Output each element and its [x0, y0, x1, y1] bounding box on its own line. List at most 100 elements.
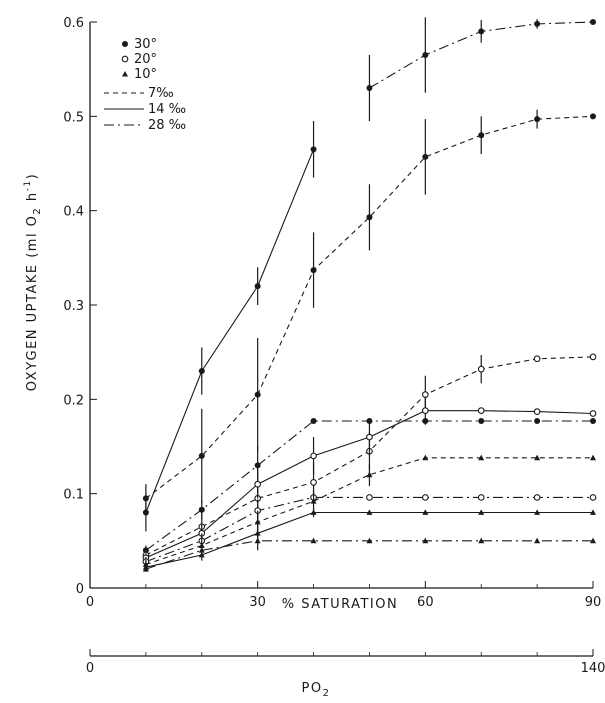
plot-area: 0 0.1 0.2 0.3 0.4 0.5 0.6 0 30 60 90 [63, 16, 601, 610]
data-point [254, 537, 261, 544]
data-point [310, 452, 317, 460]
series-4 [142, 353, 597, 560]
x-tick-label: 30 [249, 595, 266, 610]
secondary-axis-title-sub: 2 [323, 688, 331, 699]
legend-label: 7‰ [148, 86, 174, 101]
data-point [366, 537, 373, 544]
legend-label: 30° [134, 37, 157, 52]
data-point [254, 462, 261, 469]
data-point [254, 518, 261, 525]
y-axis-title-close: ) [25, 173, 40, 180]
data-point [142, 495, 149, 502]
data-point [478, 537, 485, 544]
y-axis-title-sub: 2 [32, 207, 43, 215]
data-point [310, 509, 317, 515]
data-point [310, 146, 317, 153]
data-point [590, 454, 596, 461]
y-tick-label: 0.1 [63, 488, 84, 503]
y-tick-label: 0.2 [63, 393, 84, 408]
legend-label: 28 ‰ [148, 118, 186, 133]
data-point [422, 52, 429, 59]
legend-label: 20° [134, 52, 157, 67]
data-point [477, 494, 485, 501]
data-point [534, 454, 541, 461]
series-5 [142, 396, 597, 563]
x-tick-label: 90 [585, 595, 602, 610]
data-point [421, 494, 429, 501]
data-point [477, 365, 485, 373]
data-point [422, 454, 429, 461]
series-line [145, 149, 315, 513]
series-7 [142, 454, 596, 570]
data-point [198, 506, 205, 513]
x-tick-label: 60 [417, 595, 434, 610]
data-point [198, 542, 205, 548]
data-point [310, 418, 317, 425]
y-axis-title-unit: h [25, 191, 40, 206]
data-point [590, 509, 596, 515]
y-tick-label: 0.3 [63, 299, 84, 314]
data-point [366, 494, 373, 501]
data-point [421, 407, 429, 415]
data-point [477, 407, 485, 415]
secondary-axis-title-main: PO [302, 681, 323, 696]
data-point [534, 116, 541, 123]
series-0 [142, 121, 317, 532]
y-axis-title-main: OXYGEN UPTAKE (ml O [25, 215, 40, 392]
y-axis-title-sup: -1 [23, 179, 33, 191]
y-tick-label: 0.4 [63, 205, 84, 220]
x-tick-label: 0 [86, 595, 94, 610]
data-point [478, 132, 485, 139]
data-point [589, 410, 597, 417]
data-point [478, 418, 485, 425]
series-1 [366, 17, 596, 122]
data-point [590, 418, 596, 425]
series-line [145, 496, 593, 563]
data-point [254, 480, 262, 488]
data-point [198, 368, 205, 375]
data-point [254, 391, 261, 398]
secondary-tick-label: 0 [86, 661, 94, 676]
data-point [422, 537, 429, 544]
data-point [478, 28, 485, 35]
legend-label: 10° [134, 67, 157, 82]
data-point [534, 418, 541, 425]
y-tick-label: 0.6 [63, 16, 84, 31]
data-point [534, 509, 541, 515]
data-point [590, 113, 596, 120]
data-point [534, 537, 541, 544]
y-axis-title: OXYGEN UPTAKE (ml O2 h-1) [23, 173, 43, 391]
data-point [366, 214, 373, 221]
legend: 30°20°10° 7‰14 ‰28 ‰ [104, 37, 186, 133]
data-point [534, 20, 541, 27]
x-axis-title: % SATURATION [282, 597, 398, 612]
data-point [310, 498, 317, 504]
data-point [478, 454, 485, 461]
data-point [310, 478, 317, 486]
data-point [533, 494, 541, 501]
legend-marker [121, 55, 129, 63]
data-point [366, 471, 373, 478]
series-9 [142, 531, 596, 572]
data-point [422, 153, 429, 160]
y-tick-label: 0.5 [63, 110, 84, 125]
data-point [590, 19, 596, 25]
series-6 [142, 492, 597, 567]
data-point [366, 85, 373, 92]
series-line [145, 540, 593, 570]
data-point [310, 267, 317, 274]
data-point [589, 353, 597, 361]
y-tick-label: 0 [76, 582, 84, 597]
data-point [422, 509, 429, 515]
data-point [478, 509, 485, 515]
secondary-axis: 0 140 [86, 649, 605, 676]
data-point [142, 565, 149, 572]
legend-label: 14 ‰ [148, 102, 186, 117]
legend-marker [122, 41, 128, 47]
data-point [533, 408, 541, 415]
data-point [198, 452, 205, 459]
data-point [533, 355, 541, 363]
data-point [366, 433, 373, 441]
data-point [590, 537, 596, 544]
